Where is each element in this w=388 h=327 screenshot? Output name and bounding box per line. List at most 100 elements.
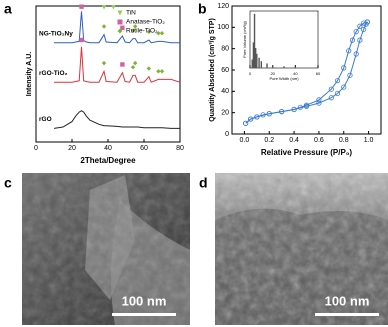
y-tick-label: 20 xyxy=(221,110,229,117)
x-tick-label: 0.0 xyxy=(240,137,250,144)
phase-marker xyxy=(159,69,165,74)
point xyxy=(341,65,347,71)
x-tick-label: 0 xyxy=(34,145,38,152)
x-tick-label: 80 xyxy=(176,145,184,152)
point xyxy=(291,106,297,113)
x-tick-label: 1.0 xyxy=(364,137,374,144)
scale-label: 100 nm xyxy=(122,293,167,308)
bar xyxy=(252,42,255,68)
x-tick-label: 0 xyxy=(249,71,252,76)
bar xyxy=(271,65,274,68)
x-tick-label: 60 xyxy=(140,145,148,152)
panel-label: c xyxy=(4,175,12,191)
sem-image: 100 nm xyxy=(22,173,190,325)
bar xyxy=(283,66,285,68)
point xyxy=(353,28,359,35)
point xyxy=(303,102,310,108)
y-tick-label: 0 xyxy=(225,131,229,138)
point xyxy=(266,111,272,117)
scale-label: 100 nm xyxy=(325,293,370,308)
x-axis-label: 2Theta/Degree xyxy=(80,156,136,165)
point xyxy=(334,90,341,97)
y-axis-label: Intensity A.U. xyxy=(26,52,33,97)
legend-symbol xyxy=(117,28,123,34)
point xyxy=(297,104,303,110)
series-label: rGO xyxy=(39,116,52,123)
bar xyxy=(266,63,268,68)
point xyxy=(349,37,356,43)
phase-marker xyxy=(120,62,125,67)
x-tick-label: 0.4 xyxy=(289,137,299,144)
point xyxy=(248,116,254,122)
legend-label: Rutile-TiO₂ xyxy=(126,28,158,35)
x-tick-label: 0.6 xyxy=(314,137,324,144)
inset-x-label: Pore Width (nm) xyxy=(269,76,299,81)
phase-marker xyxy=(79,37,84,43)
point xyxy=(243,120,249,126)
phase-marker xyxy=(101,24,107,29)
point xyxy=(353,51,359,57)
legend-label: TiN xyxy=(126,10,136,17)
point xyxy=(361,26,367,33)
y-axis-label: Quantity Absorbed (cm³/g STP) xyxy=(209,18,216,122)
bar xyxy=(260,61,263,68)
panel-label: d xyxy=(199,175,208,191)
bar xyxy=(258,57,260,68)
y-tick-label: 120 xyxy=(217,3,229,10)
phase-marker xyxy=(111,5,116,10)
series-line xyxy=(54,11,180,44)
point xyxy=(254,114,260,120)
point xyxy=(357,23,363,29)
x-axis-label: Relative Pressure (P/P₀) xyxy=(261,148,353,157)
point xyxy=(361,20,367,26)
bar xyxy=(256,53,258,68)
series-line xyxy=(53,110,180,129)
phase-marker xyxy=(130,28,136,33)
bar xyxy=(294,66,297,68)
tem-image: 100 nm xyxy=(215,173,388,325)
point xyxy=(347,72,353,78)
phase-marker xyxy=(146,66,152,71)
point xyxy=(364,19,370,25)
bar xyxy=(254,48,257,68)
phase-marker xyxy=(146,29,152,35)
series-line xyxy=(54,46,181,83)
y-tick-label: 60 xyxy=(221,67,229,74)
phase-marker xyxy=(79,4,84,9)
inset-y-label: Pore Volume (cm³/g) xyxy=(242,20,247,57)
x-tick-label: 20 xyxy=(270,71,275,76)
series-label: rGO-TiO₂ xyxy=(39,70,68,77)
point xyxy=(316,97,322,103)
point xyxy=(357,37,363,43)
x-tick-label: 0.8 xyxy=(339,137,349,144)
y-tick-label: 100 xyxy=(217,24,229,31)
x-tick-label: 0.2 xyxy=(264,137,274,144)
phase-marker xyxy=(156,69,161,74)
point xyxy=(316,100,322,106)
x-tick-label: 60 xyxy=(316,71,321,76)
point xyxy=(328,95,334,101)
legend-symbol xyxy=(117,10,123,16)
legend-symbol xyxy=(117,19,123,25)
point xyxy=(279,109,285,115)
point xyxy=(346,48,352,54)
phase-marker xyxy=(101,5,107,10)
phase-marker xyxy=(120,25,125,30)
panel-label: a xyxy=(4,1,12,17)
y-tick-label: 80 xyxy=(221,46,229,53)
bar xyxy=(253,13,256,69)
point xyxy=(334,78,341,84)
phase-marker xyxy=(132,24,138,29)
x-tick-label: 20 xyxy=(68,145,76,152)
phase-marker xyxy=(130,65,136,70)
bar xyxy=(251,59,253,68)
legend-label: Anatase-TiO₂ xyxy=(126,19,165,26)
phase-marker xyxy=(101,60,107,66)
panel-label: b xyxy=(198,1,207,17)
phase-marker xyxy=(159,31,165,36)
point xyxy=(328,86,334,92)
series-label: NG-TiO₂Ny xyxy=(39,30,73,37)
x-tick-label: 40 xyxy=(104,145,112,152)
inset-frame xyxy=(249,10,319,69)
